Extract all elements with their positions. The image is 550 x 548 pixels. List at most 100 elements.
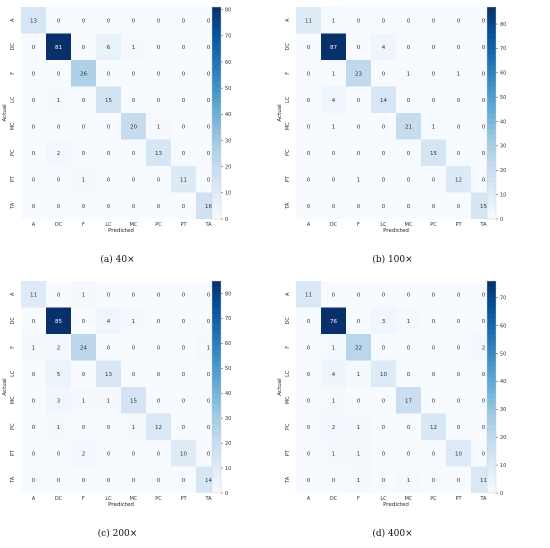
- cell-value: 4: [382, 45, 386, 51]
- cell-value: 1: [132, 319, 136, 325]
- cell-value: 0: [32, 425, 36, 431]
- colorbar-segment: [487, 166, 496, 172]
- heatmap-cell: [296, 440, 321, 467]
- cell-value: 0: [482, 124, 486, 130]
- cell-value: 0: [32, 319, 36, 325]
- heatmap-cell: [171, 60, 196, 87]
- cell-value: 1: [357, 425, 361, 431]
- cell-value: 11: [480, 478, 487, 484]
- cell-value: 0: [107, 345, 111, 351]
- heatmap-cell: [96, 360, 121, 387]
- x-tick-label: PT: [455, 222, 462, 228]
- cell-value: 0: [182, 18, 186, 24]
- colorbar-segment: [212, 118, 221, 125]
- heatmap-cell: [171, 334, 196, 361]
- colorbar-segment: [487, 7, 496, 13]
- y-tick-label: LC: [285, 370, 291, 377]
- heatmap-cell: [346, 413, 371, 440]
- heatmap-cell: [21, 387, 46, 414]
- colorbar-segment: [487, 86, 496, 93]
- colorbar-segment: [487, 349, 496, 356]
- x-tick-label: TA: [204, 496, 212, 502]
- colorbar-tick-label: 10: [500, 463, 506, 469]
- heatmap-cell: [146, 307, 171, 334]
- heatmap-cell: [21, 466, 46, 493]
- colorbar-segment: [212, 22, 221, 29]
- heatmap-cell: [321, 281, 346, 308]
- cell-value: 2: [57, 345, 61, 351]
- cell-value: 0: [32, 177, 36, 183]
- heatmap-cell: [296, 166, 321, 193]
- heatmap-cell: [421, 440, 446, 467]
- colorbar-segment: [212, 134, 221, 140]
- heatmap-cell: [396, 466, 421, 493]
- cell-value: 0: [482, 151, 486, 157]
- colorbar-segment: [212, 281, 221, 287]
- colorbar-segment: [487, 312, 496, 319]
- cell-value: 26: [80, 71, 87, 77]
- cell-value: 0: [382, 18, 386, 24]
- y-tick-label: PT: [285, 175, 291, 182]
- cell-value: 0: [307, 425, 311, 431]
- heatmap-cell: [96, 281, 121, 308]
- cell-value: 0: [332, 177, 336, 183]
- cell-value: 0: [407, 372, 411, 378]
- colorbar-segment: [487, 44, 496, 50]
- heatmap-cell: [321, 86, 346, 113]
- cell-value: 1: [107, 398, 111, 404]
- heatmap-cell: [371, 86, 396, 113]
- cell-value: 1: [357, 372, 361, 378]
- colorbar-segment: [212, 355, 221, 361]
- cell-value: 0: [482, 398, 486, 404]
- heatmap-400x: 11 0 0 0 0 0 0 00 76 0 3 1 0 0 00 1 22 0 0 0 0 20 4 1 10 0 0 0 00 1 0 0…: [277, 280, 506, 508]
- heatmap-cell: [396, 440, 421, 467]
- heatmap-cell: [71, 33, 96, 60]
- colorbar-tick-label: 30: [225, 416, 231, 422]
- colorbar-segment: [487, 144, 496, 151]
- cell-value: 1: [207, 345, 211, 351]
- y-tick-label: MC: [10, 122, 16, 130]
- colorbar-segment: [212, 307, 221, 314]
- heatmap-cell: [446, 7, 471, 34]
- colorbar-frame: [486, 280, 497, 494]
- cell-value: 1: [132, 45, 136, 51]
- colorbar-segment: [212, 113, 221, 119]
- cell-value: 0: [307, 478, 311, 484]
- heatmap-cell: [171, 413, 196, 440]
- cell-value: 23: [355, 71, 362, 77]
- cell-value: 0: [207, 18, 211, 24]
- heatmap-cell: [96, 466, 121, 493]
- colorbar-segment: [212, 75, 221, 82]
- colorbar-frame: [211, 280, 222, 494]
- colorbar-segment: [212, 461, 221, 467]
- cell-value: 0: [357, 98, 361, 104]
- colorbar-tick-label: 60: [225, 60, 231, 66]
- heatmap-cell: [121, 413, 146, 440]
- cell-value: 0: [482, 451, 486, 457]
- colorbar-segment: [212, 387, 221, 393]
- colorbar-segment: [487, 208, 496, 215]
- cell-value: 0: [32, 478, 36, 484]
- cell-value: 81: [55, 45, 62, 51]
- colorbar-segment: [487, 155, 496, 162]
- heatmap-cell: [121, 7, 146, 34]
- cell-value: 0: [432, 45, 436, 51]
- colorbar-segment: [212, 28, 221, 34]
- cell-value: 0: [82, 98, 86, 104]
- heatmap-cell: [21, 413, 46, 440]
- x-tick-label: TA: [479, 496, 487, 502]
- y-tick-label: LC: [10, 96, 16, 103]
- cell-value: 0: [357, 204, 361, 210]
- heatmap-cell: [96, 192, 121, 219]
- cell-value: 0: [382, 151, 386, 157]
- heatmap-cell: [121, 86, 146, 113]
- colorbar-segment: [212, 17, 221, 24]
- colorbar-segment: [487, 123, 496, 130]
- heatmap-cell: [346, 334, 371, 361]
- colorbar-segment: [487, 323, 496, 330]
- x-tick-label: DC: [330, 496, 338, 502]
- x-tick-label: F: [357, 222, 360, 228]
- colorbar-segment: [487, 70, 496, 77]
- y-axis-label: Actual: [277, 104, 283, 122]
- cell-value: 0: [382, 177, 386, 183]
